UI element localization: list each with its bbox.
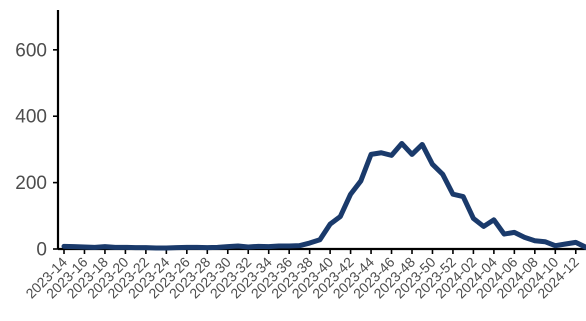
y-axis: 0 200 400 600	[15, 10, 60, 261]
y-tick-label: 400	[15, 107, 47, 128]
plot-area	[61, 140, 586, 251]
y-tick-label: 0	[36, 240, 47, 261]
y-tick-label: 200	[15, 173, 47, 194]
y-tick-label: 600	[15, 40, 47, 61]
series-line	[61, 140, 586, 251]
x-axis: 2023-142023-162023-182023-202023-222023-…	[22, 247, 586, 301]
